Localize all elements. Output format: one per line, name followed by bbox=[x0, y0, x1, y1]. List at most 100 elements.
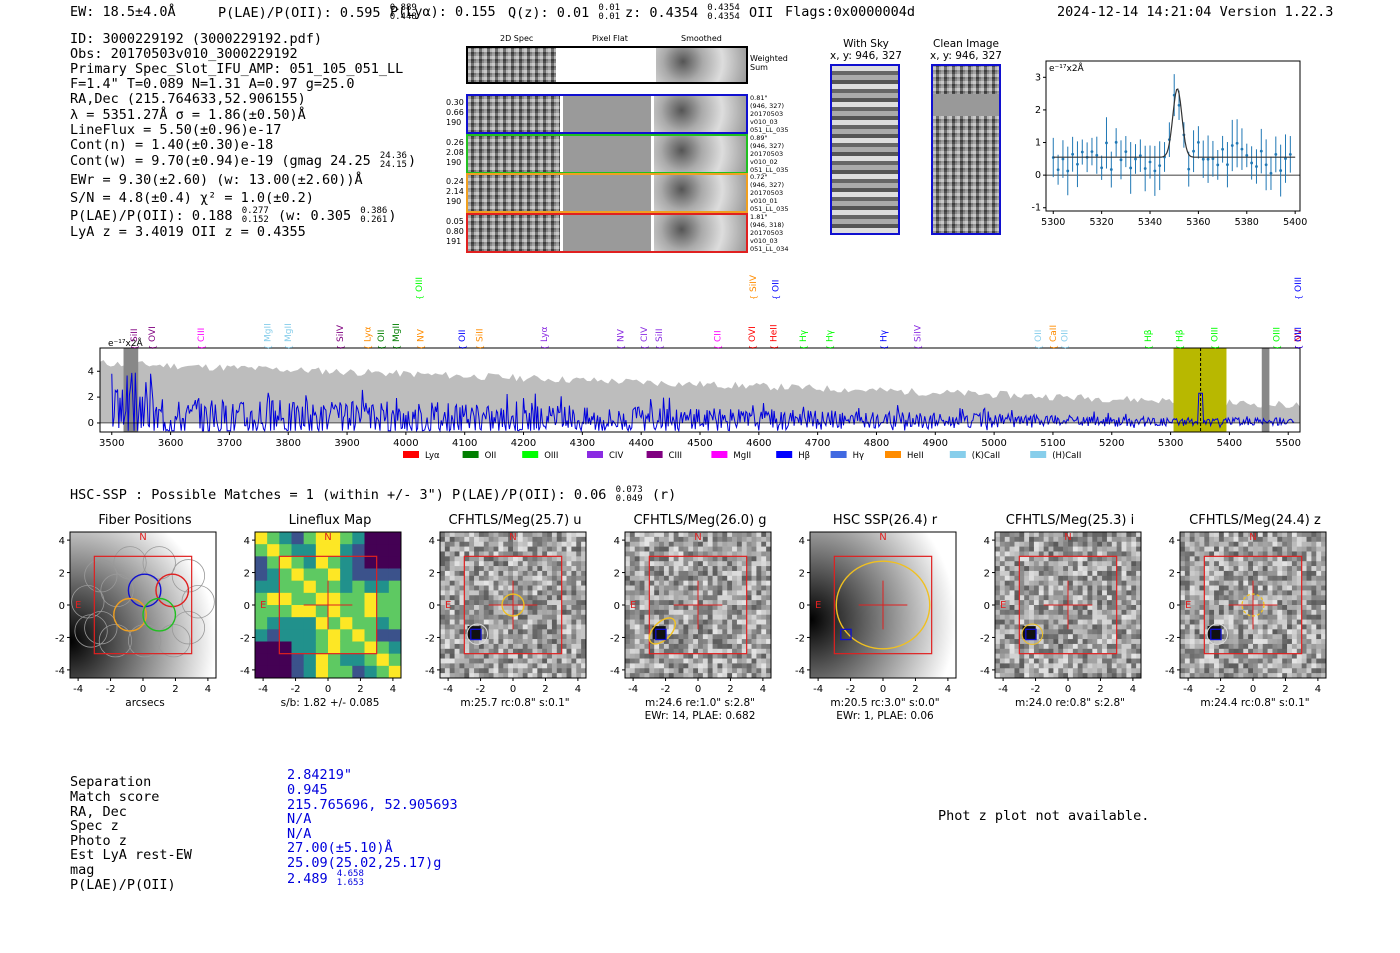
image-pixel bbox=[1306, 575, 1312, 581]
image-pixel bbox=[571, 668, 577, 674]
image-pixel bbox=[469, 590, 475, 596]
panel-xtick-label: -4 bbox=[628, 684, 638, 695]
image-pixel bbox=[1287, 600, 1293, 606]
image-pixel bbox=[1321, 566, 1327, 572]
image-pixel bbox=[766, 609, 772, 616]
image-pixel bbox=[1136, 570, 1142, 577]
image-pixel bbox=[1053, 541, 1059, 547]
spectrum-xtick-label: 5100 bbox=[1040, 438, 1065, 449]
image-pixel bbox=[1321, 546, 1327, 552]
image-pixel bbox=[1131, 580, 1137, 586]
image-pixel bbox=[483, 585, 489, 591]
image-pixel bbox=[1038, 546, 1044, 552]
image-pixel bbox=[1058, 653, 1064, 659]
image-pixel bbox=[1072, 643, 1079, 650]
spectrum-xtick-label: 3900 bbox=[334, 438, 359, 449]
image-pixel bbox=[576, 595, 582, 601]
image-pixel bbox=[532, 590, 538, 596]
image-pixel bbox=[440, 561, 446, 567]
image-pixel bbox=[1238, 541, 1244, 547]
image-pixel bbox=[566, 609, 572, 616]
image-pixel bbox=[751, 663, 757, 669]
image-pixel bbox=[1253, 605, 1259, 611]
image-pixel bbox=[756, 580, 762, 586]
image-pixel bbox=[1238, 634, 1244, 640]
image-pixel bbox=[571, 624, 577, 630]
image-pixel bbox=[1072, 668, 1079, 674]
image-pixel bbox=[522, 532, 528, 538]
image-pixel bbox=[1009, 551, 1015, 557]
image-pixel bbox=[1004, 614, 1010, 620]
image-pixel bbox=[668, 619, 674, 625]
image-pixel bbox=[1306, 561, 1312, 567]
cutout-stat: 0.80 bbox=[446, 226, 464, 236]
header-plya: P(Lyα): 0.155 bbox=[390, 4, 496, 20]
image-pixel bbox=[1058, 580, 1064, 586]
image-pixel bbox=[1194, 605, 1200, 611]
image-pixel bbox=[1218, 566, 1225, 572]
image-pixel bbox=[634, 614, 640, 620]
image-pixel bbox=[1194, 595, 1200, 601]
image-pixel bbox=[1014, 532, 1020, 538]
image-pixel bbox=[1316, 556, 1322, 562]
image-pixel bbox=[1257, 643, 1264, 650]
image-pixel bbox=[464, 648, 470, 654]
image-pixel bbox=[537, 673, 543, 679]
image-pixel bbox=[678, 585, 684, 591]
image-pixel bbox=[1136, 556, 1142, 562]
image-pixel bbox=[1136, 668, 1142, 674]
image-pixel bbox=[561, 595, 567, 601]
image-pixel bbox=[551, 536, 558, 543]
image-pixel bbox=[1223, 556, 1229, 562]
panel-title: CFHTLS/Meg(25.3) i bbox=[1005, 513, 1135, 528]
image-pixel bbox=[625, 585, 631, 591]
image-pixel bbox=[469, 532, 475, 538]
image-pixel bbox=[1277, 629, 1283, 635]
image-pixel bbox=[1262, 648, 1268, 654]
image-pixel bbox=[1136, 585, 1142, 591]
image-pixel bbox=[1184, 624, 1191, 630]
image-pixel bbox=[498, 585, 504, 591]
image-pixel bbox=[547, 668, 553, 674]
image-pixel bbox=[1194, 546, 1200, 552]
image-pixel bbox=[1199, 546, 1205, 552]
zoom-ytick-label: 3 bbox=[1035, 72, 1041, 83]
fiber-circle bbox=[171, 611, 206, 645]
image-pixel bbox=[1106, 600, 1113, 606]
image-pixel bbox=[517, 634, 524, 640]
cutout-row bbox=[466, 212, 748, 253]
image-pixel bbox=[1111, 605, 1117, 611]
image-pixel bbox=[498, 580, 504, 586]
image-pixel bbox=[1223, 561, 1229, 567]
image-pixel bbox=[566, 546, 572, 552]
image-pixel bbox=[1106, 575, 1113, 581]
image-pixel bbox=[1102, 614, 1108, 620]
image-pixel bbox=[663, 570, 670, 577]
image-pixel bbox=[1053, 585, 1059, 591]
spectrum-xtick-label: 5000 bbox=[981, 438, 1006, 449]
image-pixel bbox=[478, 536, 485, 543]
panel-ytick-label: 4 bbox=[429, 536, 435, 547]
image-pixel bbox=[1209, 609, 1215, 616]
image-pixel bbox=[498, 595, 504, 601]
image-pixel bbox=[698, 619, 704, 625]
image-pixel bbox=[561, 668, 567, 674]
image-pixel bbox=[1291, 619, 1298, 625]
cutout-meta-line: v010_02 bbox=[750, 157, 778, 166]
image-pixel bbox=[1243, 595, 1249, 601]
lineflux-pixel bbox=[388, 532, 402, 545]
image-pixel bbox=[1116, 536, 1122, 543]
aperture-box bbox=[1018, 555, 1118, 655]
image-pixel bbox=[654, 648, 660, 654]
lineflux-pixel bbox=[279, 580, 292, 594]
image-pixel bbox=[683, 634, 689, 640]
image-pixel bbox=[1223, 546, 1229, 552]
image-pixel bbox=[1033, 536, 1040, 543]
image-pixel bbox=[542, 536, 548, 543]
image-pixel bbox=[995, 639, 1001, 645]
image-pixel bbox=[1282, 673, 1288, 679]
image-pixel bbox=[1024, 595, 1030, 601]
image-pixel bbox=[1194, 551, 1200, 557]
image-pixel bbox=[1009, 624, 1015, 630]
image-pixel bbox=[1068, 551, 1074, 557]
